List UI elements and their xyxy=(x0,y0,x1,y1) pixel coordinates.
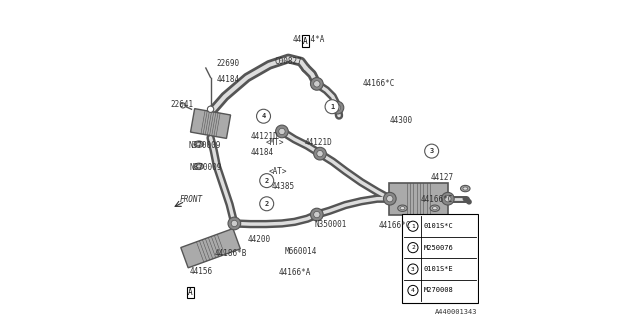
Circle shape xyxy=(334,105,340,111)
Text: <MT>: <MT> xyxy=(266,138,285,147)
Text: M270008: M270008 xyxy=(424,287,454,293)
Circle shape xyxy=(276,125,288,138)
Text: 44127: 44127 xyxy=(431,173,454,182)
Text: 22641: 22641 xyxy=(171,100,194,109)
Circle shape xyxy=(260,197,274,211)
Text: 4: 4 xyxy=(411,288,415,293)
Text: 2: 2 xyxy=(264,201,269,207)
Circle shape xyxy=(408,264,418,274)
Text: 44166*C: 44166*C xyxy=(363,79,396,88)
Circle shape xyxy=(442,192,454,205)
Text: 0101S*E: 0101S*E xyxy=(424,266,454,272)
Circle shape xyxy=(228,217,241,230)
Text: N350001: N350001 xyxy=(314,220,347,228)
Circle shape xyxy=(383,192,396,205)
Circle shape xyxy=(231,220,237,227)
Text: 44184: 44184 xyxy=(217,75,240,84)
Circle shape xyxy=(260,174,274,188)
Circle shape xyxy=(310,208,323,221)
Circle shape xyxy=(257,109,271,123)
Text: 44385: 44385 xyxy=(272,182,295,191)
Text: 44200: 44200 xyxy=(248,236,271,244)
Text: A: A xyxy=(303,36,307,45)
Circle shape xyxy=(445,196,451,202)
Text: C00827: C00827 xyxy=(274,57,301,66)
Ellipse shape xyxy=(397,205,407,212)
Text: M660014: M660014 xyxy=(285,247,317,257)
Text: 3: 3 xyxy=(429,148,434,154)
Text: FRONT: FRONT xyxy=(180,195,203,204)
Text: 0101S*C: 0101S*C xyxy=(424,223,454,229)
Ellipse shape xyxy=(463,187,468,190)
Polygon shape xyxy=(389,183,448,215)
Circle shape xyxy=(408,221,418,231)
Circle shape xyxy=(387,196,393,202)
Circle shape xyxy=(314,212,320,218)
Text: 44121D: 44121D xyxy=(251,132,278,141)
Text: A: A xyxy=(188,288,193,297)
Circle shape xyxy=(325,100,339,114)
Text: A440001343: A440001343 xyxy=(435,309,477,315)
Ellipse shape xyxy=(194,163,204,170)
Text: M250076: M250076 xyxy=(424,244,454,251)
Text: 1: 1 xyxy=(411,224,415,229)
Ellipse shape xyxy=(430,205,440,212)
Circle shape xyxy=(425,144,438,158)
Text: 44166*A: 44166*A xyxy=(278,268,310,277)
Text: N370009: N370009 xyxy=(188,141,221,150)
Ellipse shape xyxy=(194,141,204,147)
Text: 2: 2 xyxy=(411,245,415,250)
Text: 44186*B: 44186*B xyxy=(214,249,247,258)
Text: 3: 3 xyxy=(411,267,415,272)
Circle shape xyxy=(317,150,323,157)
Text: 1: 1 xyxy=(330,104,334,110)
Polygon shape xyxy=(191,108,230,139)
Circle shape xyxy=(331,101,344,114)
Ellipse shape xyxy=(461,185,470,192)
Text: 44184: 44184 xyxy=(251,148,274,156)
Circle shape xyxy=(310,77,323,90)
Text: N370009: N370009 xyxy=(190,164,222,172)
Ellipse shape xyxy=(433,207,437,210)
Text: 2: 2 xyxy=(264,178,269,184)
Circle shape xyxy=(408,285,418,296)
Text: 4: 4 xyxy=(261,113,266,119)
Text: 44121D: 44121D xyxy=(304,138,332,147)
Polygon shape xyxy=(180,228,241,268)
Ellipse shape xyxy=(196,142,201,146)
Text: <AT>: <AT> xyxy=(269,167,287,176)
Ellipse shape xyxy=(400,207,405,210)
Text: 44156: 44156 xyxy=(189,267,212,276)
Circle shape xyxy=(314,81,320,87)
Circle shape xyxy=(314,147,326,160)
Circle shape xyxy=(180,103,186,108)
Text: 44300: 44300 xyxy=(389,116,412,125)
Ellipse shape xyxy=(196,165,201,168)
Text: 22690: 22690 xyxy=(217,59,240,68)
FancyBboxPatch shape xyxy=(403,214,478,303)
Text: 44166*C: 44166*C xyxy=(421,195,453,204)
Circle shape xyxy=(207,106,214,112)
Circle shape xyxy=(408,243,418,253)
Text: 44284*A: 44284*A xyxy=(293,35,325,44)
Circle shape xyxy=(279,128,285,135)
Text: 44166*C: 44166*C xyxy=(379,220,411,229)
